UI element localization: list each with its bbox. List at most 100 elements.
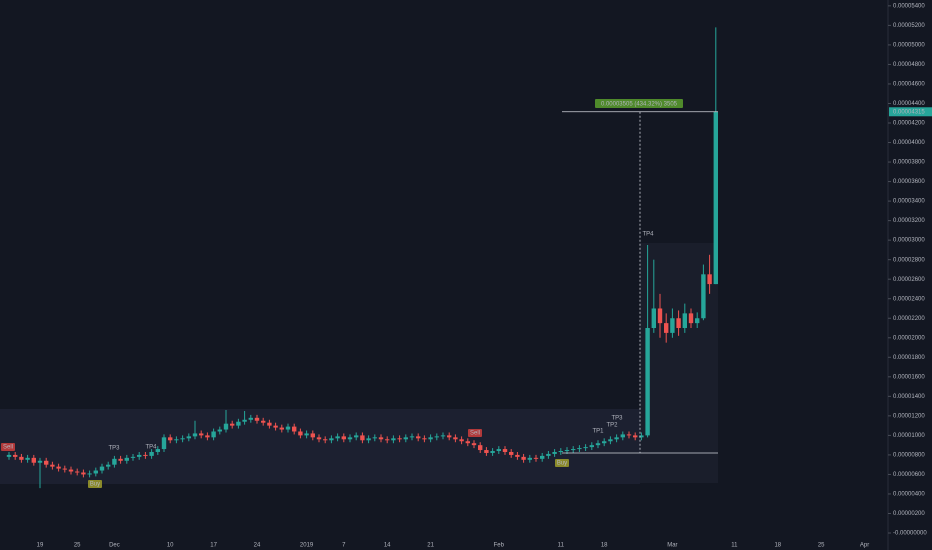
x-tick-label: 11: [731, 543, 738, 549]
candle-body: [614, 437, 619, 440]
candle-body: [502, 449, 508, 452]
candle-body: [496, 449, 501, 452]
candle-body: [664, 323, 669, 333]
y-tick-label: 0.00001000: [893, 433, 925, 439]
x-tick-label: Mar: [667, 543, 677, 549]
candle-body: [106, 464, 111, 467]
y-tick-label: 0.00002400: [893, 296, 925, 302]
candle-body: [304, 433, 309, 436]
x-tick-label: 24: [254, 543, 261, 549]
candle-body: [19, 456, 24, 460]
range-box: [640, 243, 718, 483]
y-tick-label: -0.00000000: [893, 531, 927, 537]
price-label: 0.00004315: [893, 109, 925, 115]
y-tick-label: 0.00004600: [893, 82, 925, 88]
x-tick-label: 25: [74, 543, 81, 549]
candle-body: [254, 417, 260, 421]
y-tick-label: 0.00003400: [893, 199, 925, 205]
candle-body: [192, 433, 198, 437]
signal-label: TP4: [145, 445, 157, 451]
candle-body: [267, 422, 272, 426]
candle-body: [180, 438, 185, 440]
candle-body: [670, 318, 675, 333]
candle-body: [329, 438, 334, 441]
y-tick-label: 0.00003000: [893, 238, 925, 244]
candle-body: [354, 435, 359, 438]
candle-body: [186, 436, 191, 439]
candle-body: [540, 455, 545, 459]
candle-body: [434, 436, 439, 438]
candle-body: [93, 470, 98, 474]
candle-body: [583, 447, 588, 449]
candle-body: [13, 454, 18, 457]
y-tick-label: 0.00001600: [893, 374, 925, 380]
signal-label: Sell: [470, 431, 480, 437]
signal-box: [1, 443, 15, 451]
candle-body: [558, 451, 563, 453]
candle-body: [217, 429, 222, 432]
candle-body: [56, 466, 61, 469]
y-tick-label: 0.00001200: [893, 413, 925, 419]
candle-body: [31, 457, 36, 463]
candle-body: [639, 435, 644, 438]
y-tick-label: 0.00003600: [893, 179, 925, 185]
candle-body: [360, 435, 365, 441]
candle-body: [645, 328, 650, 436]
signal-label: Buy: [90, 482, 100, 488]
candle-body: [341, 436, 346, 440]
candle-body: [347, 437, 353, 440]
candle-body: [230, 423, 235, 426]
candle-body: [279, 427, 284, 430]
candle-body: [521, 456, 526, 460]
candle-body: [626, 434, 632, 436]
candle-body: [571, 449, 576, 451]
x-tick-label: 19: [37, 543, 44, 549]
candle-body: [292, 426, 297, 432]
measure-label: 0.00003505 (434.32%) 3505: [601, 102, 678, 108]
signal-label: TP1: [592, 429, 604, 435]
x-tick-label: 14: [384, 543, 391, 549]
signal-label: TP4: [642, 232, 654, 238]
candle-body: [595, 443, 601, 446]
candle-body: [688, 313, 694, 324]
candle-body: [161, 437, 167, 450]
candle-body: [372, 437, 377, 439]
price-label-box: [889, 107, 932, 117]
candle-body: [50, 464, 55, 467]
y-tick-label: 0.00004200: [893, 121, 925, 127]
candle-body: [378, 437, 384, 440]
y-tick-label: 0.00003200: [893, 218, 925, 224]
signal-label: TP3: [611, 416, 623, 422]
candle-body: [211, 431, 216, 438]
candle-body: [527, 457, 532, 460]
candle-body: [682, 313, 687, 329]
candle-body: [130, 456, 136, 458]
candle-body: [409, 436, 415, 438]
candle-body: [403, 437, 408, 440]
candle-body: [81, 472, 86, 475]
y-tick-label: 0.00002200: [893, 316, 925, 322]
candle-body: [589, 445, 594, 448]
signal-label: Sell: [3, 445, 13, 451]
y-tick-label: 0.00005200: [893, 23, 925, 29]
candle-body: [75, 471, 80, 473]
x-tick-label: Apr: [860, 543, 869, 549]
range-box: [0, 409, 640, 484]
candle-body: [552, 451, 557, 454]
candle-body: [168, 437, 173, 441]
signal-label: TP3: [108, 446, 120, 452]
candle-body: [242, 419, 247, 422]
candle-body: [471, 443, 477, 446]
candle-body: [657, 308, 663, 324]
candle-body: [223, 423, 229, 430]
y-tick-label: 0.00003800: [893, 160, 925, 166]
measure-label-box: [595, 99, 683, 108]
candle-body: [37, 460, 43, 463]
candle-body: [701, 274, 706, 319]
candle-body: [713, 111, 718, 285]
candle-body: [484, 450, 489, 453]
candle-body: [385, 439, 390, 441]
y-tick-label: 0.00002000: [893, 335, 925, 341]
candle-body: [273, 425, 278, 428]
